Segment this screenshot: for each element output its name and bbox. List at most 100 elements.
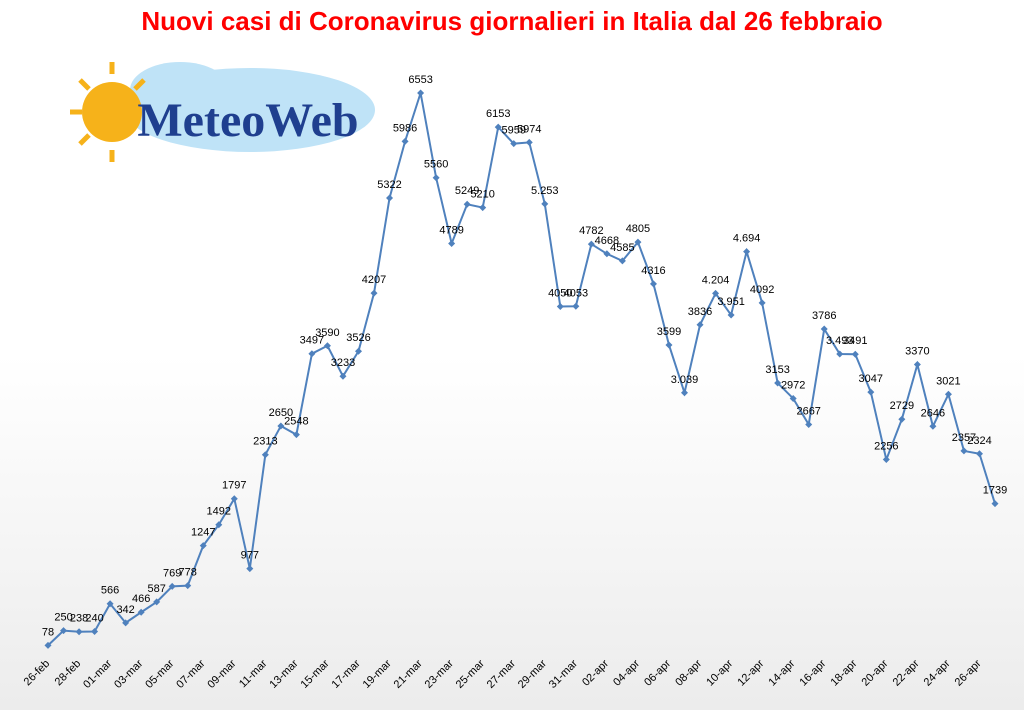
marker — [556, 303, 564, 311]
data-label: 769 — [163, 567, 181, 579]
data-label: 4789 — [439, 224, 463, 236]
marker — [153, 598, 161, 606]
data-label: 3153 — [765, 364, 789, 376]
marker — [758, 299, 766, 307]
marker — [805, 420, 813, 428]
data-label: 2667 — [796, 405, 820, 417]
marker — [944, 390, 952, 398]
data-label: 3233 — [331, 357, 355, 369]
data-label: 2357 — [952, 432, 976, 444]
data-label: 3021 — [936, 375, 960, 387]
marker — [261, 451, 269, 459]
data-label: 240 — [85, 613, 103, 625]
data-label: 2256 — [874, 441, 898, 453]
data-label: 4207 — [362, 274, 386, 286]
marker — [75, 628, 83, 636]
data-label: 2324 — [967, 435, 991, 447]
data-label: 3526 — [346, 332, 370, 344]
marker — [292, 431, 300, 439]
data-label: 6553 — [408, 74, 432, 86]
marker — [168, 582, 176, 590]
marker — [882, 456, 890, 464]
data-label: 3047 — [859, 373, 883, 385]
marker — [991, 500, 999, 508]
chart-title: Nuovi casi di Coronavirus giornalieri in… — [141, 6, 882, 36]
logo-text: MeteoWeb — [137, 94, 358, 147]
marker — [354, 347, 362, 355]
marker — [432, 174, 440, 182]
marker — [106, 600, 114, 608]
data-label: 6153 — [486, 108, 510, 120]
data-label: 3786 — [812, 310, 836, 322]
marker — [184, 582, 192, 590]
data-label: 2650 — [269, 407, 293, 419]
data-label: 250 — [54, 612, 72, 624]
data-label: 4316 — [641, 265, 665, 277]
data-label: 4092 — [750, 284, 774, 296]
marker — [323, 342, 331, 350]
data-label: 2313 — [253, 436, 277, 448]
data-label: 5986 — [393, 122, 417, 134]
data-label: 466 — [132, 593, 150, 605]
marker — [370, 289, 378, 297]
data-label: 3.493 — [826, 335, 854, 347]
marker — [587, 240, 595, 248]
marker — [401, 137, 409, 145]
marker — [960, 447, 968, 455]
marker — [246, 565, 254, 573]
data-label: 4585 — [610, 242, 634, 254]
marker — [91, 628, 99, 636]
data-label: 4.694 — [733, 233, 761, 245]
data-label: 5.253 — [531, 185, 559, 197]
data-label: 78 — [42, 626, 54, 638]
data-label: 3370 — [905, 346, 929, 358]
marker — [820, 325, 828, 333]
marker — [230, 495, 238, 503]
marker — [618, 257, 626, 265]
marker — [215, 521, 223, 529]
data-label: 3497 — [300, 335, 324, 347]
data-label: 4805 — [626, 223, 650, 235]
marker — [913, 361, 921, 369]
marker — [727, 311, 735, 319]
data-label: 4.204 — [702, 274, 730, 286]
data-label: 4668 — [595, 235, 619, 247]
marker — [463, 200, 471, 208]
data-label: 3491 — [843, 335, 867, 347]
marker — [712, 289, 720, 297]
data-label: 342 — [116, 604, 134, 616]
logo: MeteoWeb — [70, 62, 375, 162]
marker — [696, 321, 704, 329]
marker — [479, 204, 487, 212]
data-label: 566 — [101, 585, 119, 597]
marker — [199, 542, 207, 550]
data-label: 2972 — [781, 379, 805, 391]
marker — [867, 388, 875, 396]
marker — [277, 422, 285, 430]
data-label: 4053 — [564, 287, 588, 299]
marker — [898, 415, 906, 423]
marker — [510, 140, 518, 148]
data-label: 5560 — [424, 159, 448, 171]
data-label: 5322 — [377, 179, 401, 191]
marker — [572, 302, 580, 310]
marker — [541, 200, 549, 208]
marker — [836, 350, 844, 358]
marker — [743, 248, 751, 256]
data-label: 587 — [147, 583, 165, 595]
marker — [44, 641, 52, 649]
data-label: 5974 — [517, 123, 541, 135]
marker — [386, 194, 394, 202]
marker — [681, 389, 689, 397]
marker — [60, 627, 68, 635]
data-label: 3.951 — [717, 296, 745, 308]
data-label: 2646 — [921, 407, 945, 419]
data-label: 1797 — [222, 480, 246, 492]
data-label: 3599 — [657, 326, 681, 338]
line — [47, 92, 996, 647]
data-label: 2548 — [284, 416, 308, 428]
marker — [774, 379, 782, 387]
marker — [603, 250, 611, 258]
